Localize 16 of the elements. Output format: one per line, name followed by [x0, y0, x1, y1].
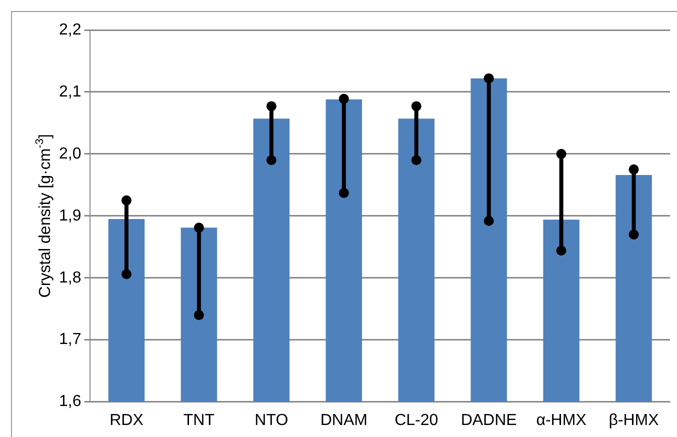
y-tick-label: 2,2: [58, 21, 82, 38]
y-tick-label: 1,6: [58, 393, 82, 410]
x-tick-label: NTO: [254, 412, 288, 429]
y-tick-label: 2,1: [58, 83, 82, 100]
y-axis-title: Crystal density [g·cm-3]: [34, 134, 54, 298]
x-tick-label: TNT: [183, 412, 215, 429]
x-tick-label: CL-20: [394, 412, 438, 429]
y-tick-label: 1,8: [58, 269, 82, 286]
x-tick-label: β-HMX: [608, 412, 660, 429]
x-tick-label: RDX: [110, 412, 144, 429]
y-tick-label: 2,0: [58, 145, 82, 162]
x-tick-label: α-HMX: [536, 412, 587, 429]
y-tick-label: 1,7: [58, 331, 82, 348]
x-tick-label: DNAM: [320, 412, 368, 429]
x-tick-label: DADNE: [460, 412, 517, 429]
y-tick-label: 1,9: [58, 207, 82, 224]
